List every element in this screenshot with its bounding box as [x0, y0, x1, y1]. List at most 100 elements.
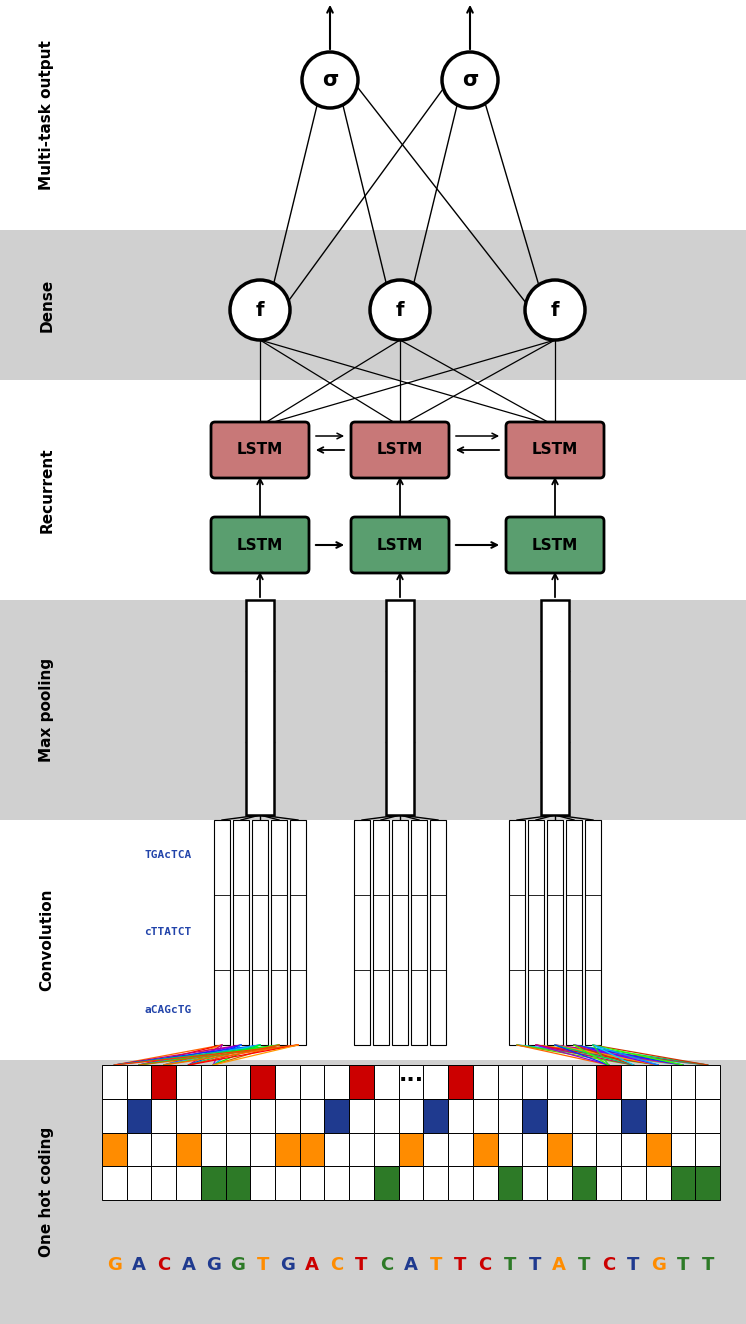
Bar [547, 820, 563, 1045]
Text: G: G [280, 1256, 295, 1274]
Bar [695, 1166, 720, 1200]
Text: One hot coding: One hot coding [40, 1127, 54, 1256]
Bar [251, 1132, 275, 1166]
FancyBboxPatch shape [211, 422, 309, 478]
Text: Recurrent: Recurrent [40, 448, 54, 532]
Text: ...: ... [398, 1064, 424, 1084]
Bar [695, 1099, 720, 1132]
Bar [290, 820, 306, 1045]
Bar [498, 1132, 522, 1166]
Text: f: f [256, 301, 264, 319]
Bar [596, 1132, 621, 1166]
Bar [201, 1166, 225, 1200]
Bar [498, 1099, 522, 1132]
Text: LSTM: LSTM [532, 538, 578, 552]
Bar [275, 1132, 300, 1166]
Bar [102, 1132, 127, 1166]
Bar [621, 1166, 646, 1200]
Bar [522, 1132, 547, 1166]
FancyBboxPatch shape [506, 516, 604, 573]
Text: T: T [528, 1256, 541, 1274]
Text: C: C [380, 1256, 393, 1274]
Bar [522, 1099, 547, 1132]
Text: Convolution: Convolution [40, 888, 54, 992]
Bar [127, 1064, 151, 1099]
Bar [398, 1099, 424, 1132]
Bar [571, 1099, 596, 1132]
Bar [0, 0, 746, 230]
Text: LSTM: LSTM [377, 442, 423, 458]
Bar [176, 1064, 201, 1099]
Bar [498, 1064, 522, 1099]
Bar [349, 1166, 374, 1200]
Bar [0, 600, 746, 820]
Text: A: A [132, 1256, 146, 1274]
Text: LSTM: LSTM [237, 442, 283, 458]
Bar [233, 820, 249, 1045]
Bar [671, 1166, 695, 1200]
Bar [411, 820, 427, 1045]
Bar [498, 1166, 522, 1200]
Bar [448, 1166, 473, 1200]
Text: LSTM: LSTM [377, 538, 423, 552]
Bar [596, 1099, 621, 1132]
Bar [547, 1132, 571, 1166]
Text: A: A [305, 1256, 319, 1274]
Bar [671, 1099, 695, 1132]
Text: T: T [627, 1256, 639, 1274]
Text: G: G [206, 1256, 221, 1274]
Bar [522, 1166, 547, 1200]
Bar [424, 1166, 448, 1200]
Bar [424, 1132, 448, 1166]
Bar [374, 1099, 398, 1132]
Bar [251, 1166, 275, 1200]
Bar [373, 820, 389, 1045]
Text: cTTATCT: cTTATCT [145, 927, 192, 937]
Bar [392, 820, 408, 1045]
FancyBboxPatch shape [506, 422, 604, 478]
Bar [201, 1099, 225, 1132]
Text: LSTM: LSTM [532, 442, 578, 458]
Bar [571, 1064, 596, 1099]
Bar [473, 1099, 498, 1132]
Text: TGAcTCA: TGAcTCA [145, 850, 192, 861]
Bar [127, 1099, 151, 1132]
Bar [354, 820, 370, 1045]
Bar [0, 380, 746, 600]
FancyBboxPatch shape [351, 516, 449, 573]
Text: G: G [107, 1256, 122, 1274]
Bar [201, 1132, 225, 1166]
Text: G: G [231, 1256, 245, 1274]
Text: T: T [355, 1256, 368, 1274]
Bar [252, 820, 268, 1045]
Bar [214, 820, 230, 1045]
Bar [646, 1166, 671, 1200]
Bar [275, 1099, 300, 1132]
Text: σ: σ [462, 70, 478, 90]
Bar [225, 1099, 251, 1132]
Text: T: T [257, 1256, 269, 1274]
Bar [398, 1132, 424, 1166]
Bar [541, 600, 569, 816]
Bar [102, 1166, 127, 1200]
Text: f: f [395, 301, 404, 319]
Bar [424, 1064, 448, 1099]
Bar [547, 1166, 571, 1200]
Text: C: C [478, 1256, 492, 1274]
Bar [671, 1064, 695, 1099]
Text: C: C [330, 1256, 343, 1274]
Bar [275, 1064, 300, 1099]
Bar [246, 600, 274, 816]
Bar [0, 1061, 746, 1324]
Text: C: C [602, 1256, 615, 1274]
Bar [695, 1132, 720, 1166]
Bar [571, 1166, 596, 1200]
Text: T: T [454, 1256, 467, 1274]
Bar [547, 1064, 571, 1099]
Text: T: T [677, 1256, 689, 1274]
Bar [300, 1132, 325, 1166]
Bar [430, 820, 446, 1045]
Bar [349, 1132, 374, 1166]
Bar [0, 230, 746, 380]
Bar [151, 1099, 176, 1132]
